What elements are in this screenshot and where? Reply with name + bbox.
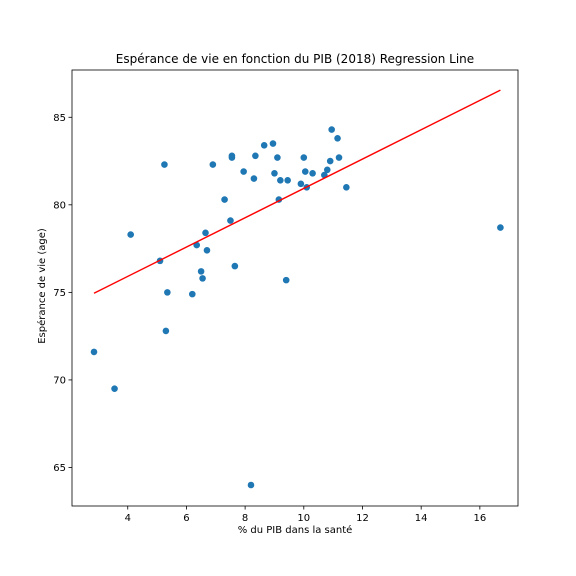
y-axis-label: Espérance de vie (age)	[36, 228, 48, 344]
data-point	[334, 134, 341, 142]
plot-area	[71, 69, 519, 507]
data-point	[247, 481, 255, 489]
data-point	[260, 141, 268, 149]
y-axis-ticks: 65 70 75 80 85	[53, 113, 72, 474]
y-tick-label: 75	[53, 288, 66, 299]
chart-title: Espérance de vie en fonction du PIB (201…	[116, 52, 474, 66]
data-point	[328, 126, 335, 133]
x-tick-label: 16	[473, 513, 486, 524]
data-point	[300, 154, 308, 161]
data-point	[284, 177, 291, 184]
data-point	[309, 170, 316, 177]
x-tick-label: 12	[356, 513, 369, 524]
data-point	[297, 180, 305, 188]
data-point	[240, 168, 247, 175]
x-tick-label: 8	[242, 513, 248, 524]
data-point	[227, 217, 234, 224]
data-point	[90, 348, 98, 356]
x-tick-label: 10	[297, 513, 310, 524]
x-tick-label: 14	[415, 513, 428, 524]
data-point	[277, 177, 284, 184]
data-point	[202, 229, 209, 237]
data-point	[231, 262, 239, 270]
axes-frame	[71, 69, 519, 507]
x-tick-label: 6	[183, 513, 189, 524]
x-axis-label: % du PIB dans la santé	[238, 524, 353, 536]
y-tick-label: 85	[53, 113, 66, 124]
data-point	[203, 247, 211, 254]
data-point	[197, 268, 205, 275]
data-point	[497, 224, 504, 231]
data-point	[335, 154, 343, 161]
data-point	[301, 168, 309, 175]
data-point	[221, 196, 228, 203]
data-point	[282, 276, 290, 284]
data-point	[164, 289, 171, 296]
y-tick-label: 70	[53, 375, 66, 386]
data-point	[209, 161, 217, 168]
regression-line	[93, 89, 501, 294]
x-tick-label: 4	[125, 513, 131, 524]
data-point	[326, 157, 334, 165]
data-point	[274, 154, 281, 161]
x-axis-ticks: 4 6 8 10 12 14 16	[125, 506, 486, 524]
data-point	[111, 385, 118, 392]
data-point	[252, 152, 259, 160]
y-tick-label: 80	[53, 200, 66, 211]
data-point	[161, 161, 168, 168]
data-point	[127, 231, 134, 238]
data-point	[162, 327, 170, 335]
data-point	[271, 170, 278, 177]
data-point	[269, 140, 277, 147]
data-point	[228, 154, 236, 161]
data-point	[250, 175, 258, 182]
data-point	[323, 166, 331, 174]
data-point	[189, 290, 196, 298]
data-point	[199, 275, 206, 282]
y-tick-label: 65	[53, 463, 66, 474]
data-point	[343, 184, 350, 191]
